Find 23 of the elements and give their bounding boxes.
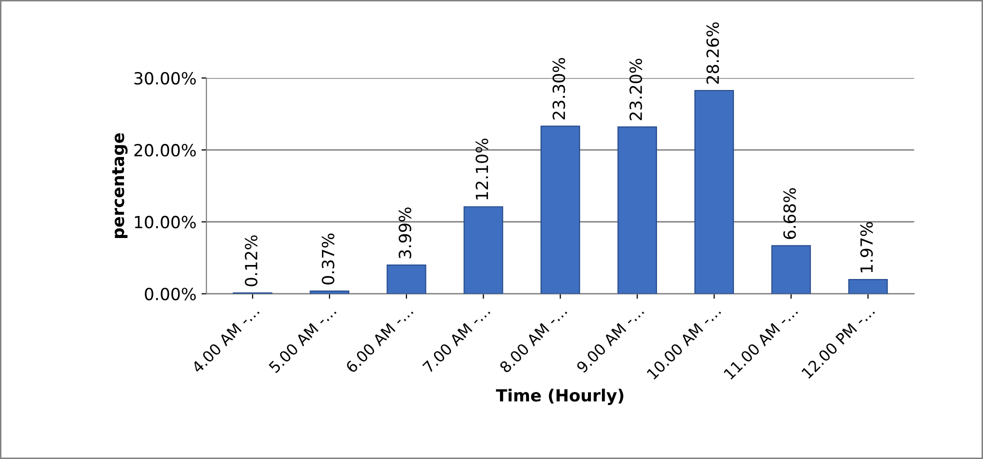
bar xyxy=(464,206,504,294)
data-label: 0.12% xyxy=(244,235,258,286)
bar xyxy=(310,290,350,294)
bar xyxy=(540,126,580,294)
y-tick-label: 0.00% xyxy=(144,288,196,300)
data-label: 23.30% xyxy=(552,58,566,120)
bar xyxy=(771,245,811,294)
x-axis-title: Time (Hourly) xyxy=(496,388,624,405)
data-label: 12.10% xyxy=(476,138,488,200)
y-tick-label: 10.00% xyxy=(134,216,196,228)
data-label: 3.99% xyxy=(398,207,412,258)
y-tick-label: 20.00% xyxy=(134,144,196,157)
y-tick-label: 30.00% xyxy=(134,72,196,85)
bar xyxy=(848,279,888,294)
bar xyxy=(386,264,426,294)
data-label: 0.37% xyxy=(322,234,334,284)
data-label: 23.20% xyxy=(629,58,642,120)
y-axis-title: percentage xyxy=(112,133,128,238)
data-label: 1.97% xyxy=(860,222,873,272)
bar xyxy=(617,126,658,294)
data-label: 28.26% xyxy=(706,22,720,84)
data-label: 6.68% xyxy=(783,188,796,240)
bar xyxy=(694,90,734,294)
